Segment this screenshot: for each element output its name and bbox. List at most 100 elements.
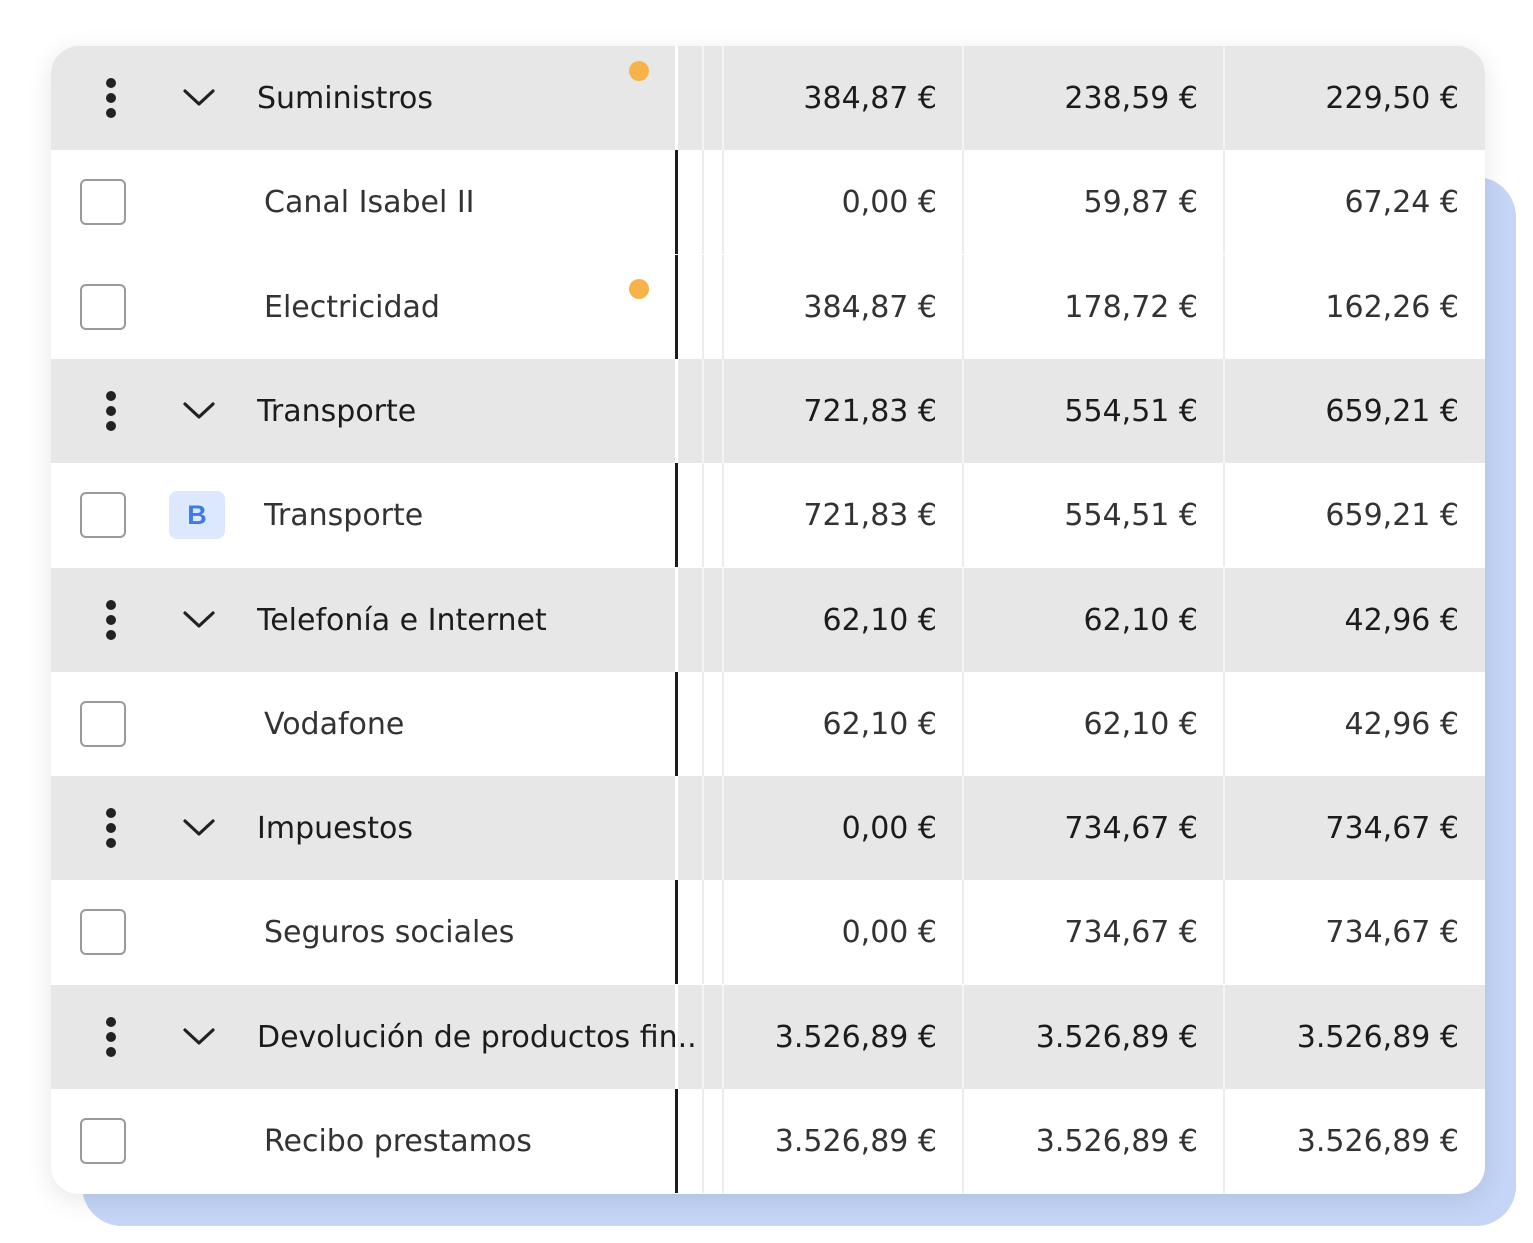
column-separator — [702, 463, 704, 567]
amount-cell: 0,00 € — [841, 184, 937, 220]
column-separator — [702, 255, 704, 359]
column-separator — [722, 880, 724, 984]
chevron-down-icon[interactable] — [179, 985, 219, 1089]
more-vertical-icon[interactable] — [89, 776, 133, 880]
row-checkbox[interactable] — [80, 284, 126, 330]
column-separator — [702, 46, 704, 150]
amount-cell: 3.526,89 € — [774, 1123, 937, 1159]
group-row[interactable]: Impuestos 0,00 € 734,67 € 734,67 € — [51, 776, 1485, 880]
amount-cell: 238,59 € — [1064, 80, 1198, 116]
row-checkbox[interactable] — [80, 909, 126, 955]
amount-cell: 554,51 € — [1064, 393, 1198, 429]
column-divider[interactable] — [675, 672, 678, 776]
column-divider[interactable] — [675, 985, 678, 1089]
amount-cell: 62,10 € — [822, 706, 937, 742]
more-vertical-icon[interactable] — [89, 359, 133, 463]
column-separator — [962, 880, 964, 984]
amount-cell: 721,83 € — [803, 393, 937, 429]
amount-cell: 734,67 € — [1064, 810, 1198, 846]
chevron-down-icon[interactable] — [179, 46, 219, 150]
more-vertical-icon[interactable] — [89, 46, 133, 150]
column-separator — [962, 255, 964, 359]
column-divider[interactable] — [675, 255, 678, 359]
row-select-cell — [78, 672, 128, 776]
row-select-cell — [78, 1089, 128, 1193]
column-separator — [722, 463, 724, 567]
item-name: Canal Isabel II — [264, 184, 475, 220]
group-row[interactable]: Devolución de productos fin... 3.526,89 €… — [51, 985, 1485, 1089]
row-select-cell — [78, 463, 128, 567]
column-divider[interactable] — [675, 150, 678, 254]
amount-cell: 3.526,89 € — [1296, 1123, 1459, 1159]
item-row[interactable]: Vodafone 62,10 € 62,10 € 42,96 € — [51, 672, 1485, 776]
pending-dot-indicator — [629, 279, 649, 299]
group-row[interactable]: Telefonía e Internet 62,10 € 62,10 € 42,96 … — [51, 568, 1485, 672]
item-row[interactable]: Electricidad 384,87 € 178,72 € 162,26 € — [51, 255, 1485, 359]
column-separator — [722, 1089, 724, 1193]
column-separator — [962, 672, 964, 776]
amount-cell: 384,87 € — [803, 289, 937, 325]
column-divider[interactable] — [675, 463, 678, 567]
column-divider[interactable] — [675, 880, 678, 984]
amount-cell: 734,67 € — [1325, 810, 1459, 846]
chevron-down-icon[interactable] — [179, 568, 219, 672]
expense-table: Suministros 384,87 € 238,59 € 229,50 € Canal… — [51, 46, 1485, 1194]
column-separator — [722, 150, 724, 254]
amount-cell: 62,10 € — [1083, 706, 1198, 742]
column-separator — [702, 359, 704, 463]
row-checkbox[interactable] — [80, 1118, 126, 1164]
group-row[interactable]: Suministros 384,87 € 238,59 € 229,50 € — [51, 46, 1485, 150]
column-separator — [1223, 150, 1225, 254]
column-separator — [702, 880, 704, 984]
item-name: Transporte — [264, 497, 424, 533]
amount-cell: 62,10 € — [1083, 602, 1198, 638]
group-name: Suministros — [257, 80, 434, 116]
group-name: Telefonía e Internet — [257, 602, 547, 638]
row-select-cell — [78, 150, 128, 254]
row-select-cell — [78, 255, 128, 359]
more-vertical-icon[interactable] — [89, 985, 133, 1089]
group-name: Impuestos — [257, 810, 413, 846]
amount-cell: 42,96 € — [1344, 602, 1459, 638]
chevron-down-icon[interactable] — [179, 776, 219, 880]
column-separator — [1223, 880, 1225, 984]
amount-cell: 67,24 € — [1344, 184, 1459, 220]
amount-cell: 3.526,89 € — [1035, 1019, 1198, 1055]
item-row[interactable]: B Transporte 721,83 € 554,51 € 659,21 € — [51, 463, 1485, 567]
chevron-down-icon[interactable] — [179, 359, 219, 463]
column-divider[interactable] — [675, 46, 678, 150]
column-divider[interactable] — [675, 1089, 678, 1193]
bank-badge: B — [169, 491, 225, 539]
group-row[interactable]: Transporte 721,83 € 554,51 € 659,21 € — [51, 359, 1485, 463]
item-row[interactable]: Seguros sociales 0,00 € 734,67 € 734,67 € — [51, 880, 1485, 984]
column-divider[interactable] — [675, 359, 678, 463]
row-checkbox[interactable] — [80, 492, 126, 538]
row-select-cell — [78, 880, 128, 984]
amount-cell: 721,83 € — [803, 497, 937, 533]
more-vertical-icon[interactable] — [89, 568, 133, 672]
column-divider[interactable] — [675, 776, 678, 880]
column-separator — [722, 255, 724, 359]
badge-cell: B — [168, 463, 226, 567]
item-row[interactable]: Recibo prestamos 3.526,89 € 3.526,89 € 3.52… — [51, 1089, 1485, 1193]
row-checkbox[interactable] — [80, 179, 126, 225]
item-row[interactable]: Canal Isabel II 0,00 € 59,87 € 67,24 € — [51, 150, 1485, 254]
amount-cell: 229,50 € — [1325, 80, 1459, 116]
amount-cell: 554,51 € — [1064, 497, 1198, 533]
column-separator — [702, 985, 704, 1089]
column-separator — [722, 776, 724, 880]
column-divider[interactable] — [675, 568, 678, 672]
group-name: Devolución de productos fin... — [257, 1019, 697, 1055]
column-separator — [1223, 1089, 1225, 1193]
item-name: Recibo prestamos — [264, 1123, 532, 1159]
amount-cell: 0,00 € — [841, 810, 937, 846]
column-separator — [962, 1089, 964, 1193]
amount-cell: 659,21 € — [1325, 393, 1459, 429]
amount-cell: 42,96 € — [1344, 706, 1459, 742]
column-separator — [722, 985, 724, 1089]
amount-cell: 384,87 € — [803, 80, 937, 116]
amount-cell: 62,10 € — [822, 602, 937, 638]
row-checkbox[interactable] — [80, 701, 126, 747]
column-separator — [1223, 463, 1225, 567]
